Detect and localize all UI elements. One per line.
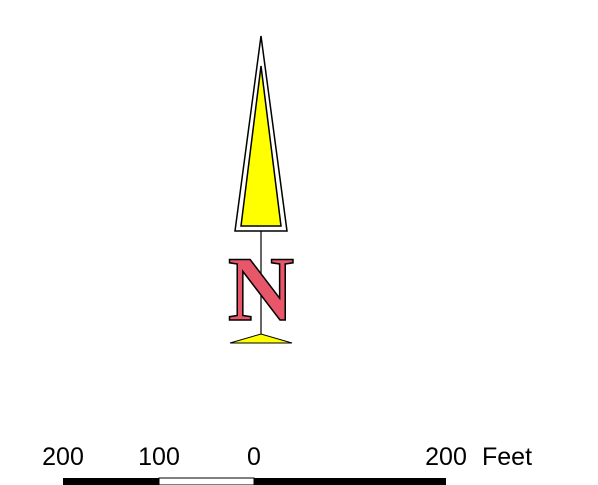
scale-tick-label-0: 0 bbox=[247, 443, 261, 471]
scale-unit-label: Feet bbox=[482, 443, 532, 471]
scale-tick-label-200-right: 200 bbox=[425, 443, 467, 471]
north-arrow-pointer bbox=[240, 65, 282, 227]
north-arrow: N bbox=[227, 35, 295, 344]
scale-segment-left bbox=[63, 478, 159, 485]
north-letter: N bbox=[228, 238, 294, 340]
scale-tick-label-100: 100 bbox=[138, 443, 180, 471]
scale-bar: 200 100 0 200 Feet bbox=[42, 443, 532, 485]
scale-segment-right bbox=[254, 478, 446, 485]
north-arrow-base bbox=[229, 333, 293, 344]
scale-segment-middle bbox=[158, 477, 255, 485]
scale-tick-label-200-left: 200 bbox=[42, 443, 84, 471]
